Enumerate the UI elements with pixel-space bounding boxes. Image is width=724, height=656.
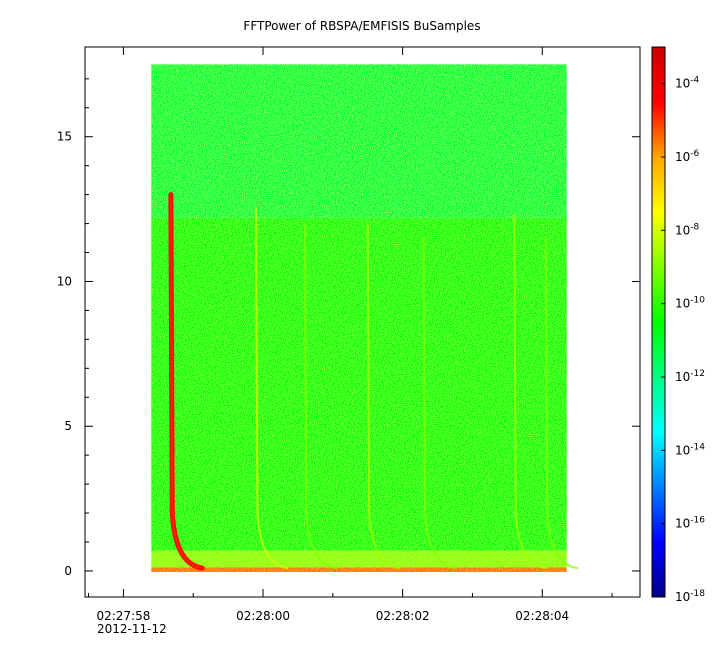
spectrogram-band [151, 217, 567, 551]
whistler-traces [168, 192, 579, 571]
colorbar [651, 46, 666, 598]
plot-area [151, 64, 579, 572]
y-tick-label: 0 [64, 564, 72, 578]
colorbar-axis: 10-18 10-16 10-14 10-12 10-10 10-8 10-6 10-4 [661, 76, 705, 604]
x-date-label: 2012-11-12 [97, 622, 167, 636]
colorbar-tick-label: 10-14 [675, 442, 705, 457]
y-tick-label: 5 [64, 419, 72, 433]
colorbar-tick-label: 10-10 [675, 296, 705, 311]
x-axis: 02:27:58 02:28:00 02:28:02 02:28:04 [87, 47, 613, 623]
whistler-trace [422, 237, 456, 570]
x-tick-label: 02:28:04 [515, 609, 569, 623]
y-axis: 0 5 10 15 [57, 78, 640, 578]
x-tick-label: 02:28:00 [236, 609, 290, 623]
low-frequency-line [151, 567, 567, 572]
spectrogram-image [151, 64, 567, 572]
spectrogram-band [151, 550, 567, 571]
chart-title: FFTPower of RBSPA/EMFISIS BuSamples [243, 19, 480, 33]
y-tick-label: 15 [57, 130, 72, 144]
plot-frame [84, 46, 641, 598]
whistler-trace [255, 208, 289, 570]
whistler-trace [513, 213, 547, 570]
y-tick-label: 10 [57, 274, 72, 288]
colorbar-tick-label: 10-18 [675, 589, 705, 604]
colorbar-tick-label: 10-16 [675, 516, 705, 531]
whistler-trace [544, 237, 579, 570]
colorbar-tick-label: 10-4 [675, 76, 700, 91]
colorbar-tick-label: 10-8 [675, 222, 700, 237]
colorbar-tick-label: 10-12 [675, 369, 705, 384]
x-tick-label: 02:27:58 [96, 609, 150, 623]
whistler-trace [366, 222, 401, 570]
whistler-trace-core [169, 193, 204, 570]
colorbar-tick-label: 10-6 [675, 149, 700, 164]
x-tick-label: 02:28:02 [376, 609, 430, 623]
whistler-trace [303, 222, 338, 570]
spectrogram-band [151, 64, 567, 218]
